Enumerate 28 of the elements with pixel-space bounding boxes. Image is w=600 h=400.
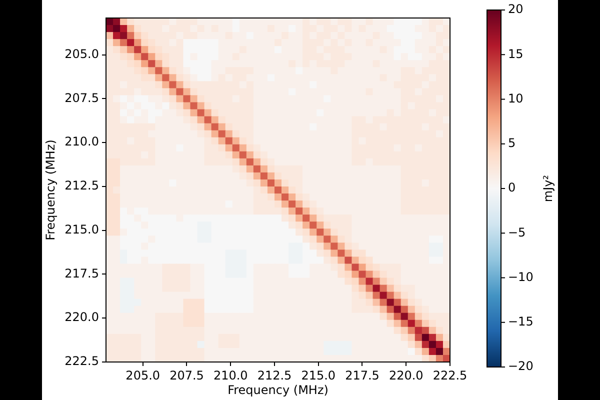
color-bar-label: −10	[508, 270, 534, 284]
x-tick-label: 210.0	[213, 368, 248, 382]
x-tick-label: 217.5	[345, 368, 380, 382]
y-tick-label: 215.0	[64, 222, 99, 236]
y-tick-label: 217.5	[64, 266, 99, 280]
y-tick-label: 210.0	[64, 134, 99, 149]
y-tick-label: 222.5	[64, 354, 99, 368]
color-bar-title: mJy²	[541, 174, 556, 202]
x-tick-label: 220.0	[388, 368, 424, 382]
color-bar-label: −5	[508, 225, 526, 240]
x-tick-label: 215.0	[301, 368, 336, 382]
y-tick-label: 212.5	[64, 178, 99, 193]
color-bar-label: 5	[508, 136, 516, 150]
x-axis-title: Frequency (MHz)	[228, 382, 328, 397]
color-bar-label: −15	[508, 314, 534, 328]
x-tick-label: 222.5	[432, 368, 468, 382]
color-bar-label: 20	[508, 2, 524, 16]
y-axis-title: Frequency (MHz)	[43, 140, 58, 240]
y-tick-label: 207.5	[64, 90, 99, 105]
color-bar-label: 10	[508, 91, 524, 106]
x-tick-label: 212.5	[257, 368, 292, 382]
x-tick-label: 207.5	[170, 368, 204, 382]
y-tick-label: 220.0	[64, 310, 99, 324]
x-tick-label: 205.0	[126, 368, 160, 382]
color-bar-label: −20	[508, 359, 534, 374]
y-tick-label: 205.0	[64, 46, 99, 61]
color-bar-label: 0	[508, 180, 516, 195]
color-bar-label: 15	[508, 46, 524, 61]
